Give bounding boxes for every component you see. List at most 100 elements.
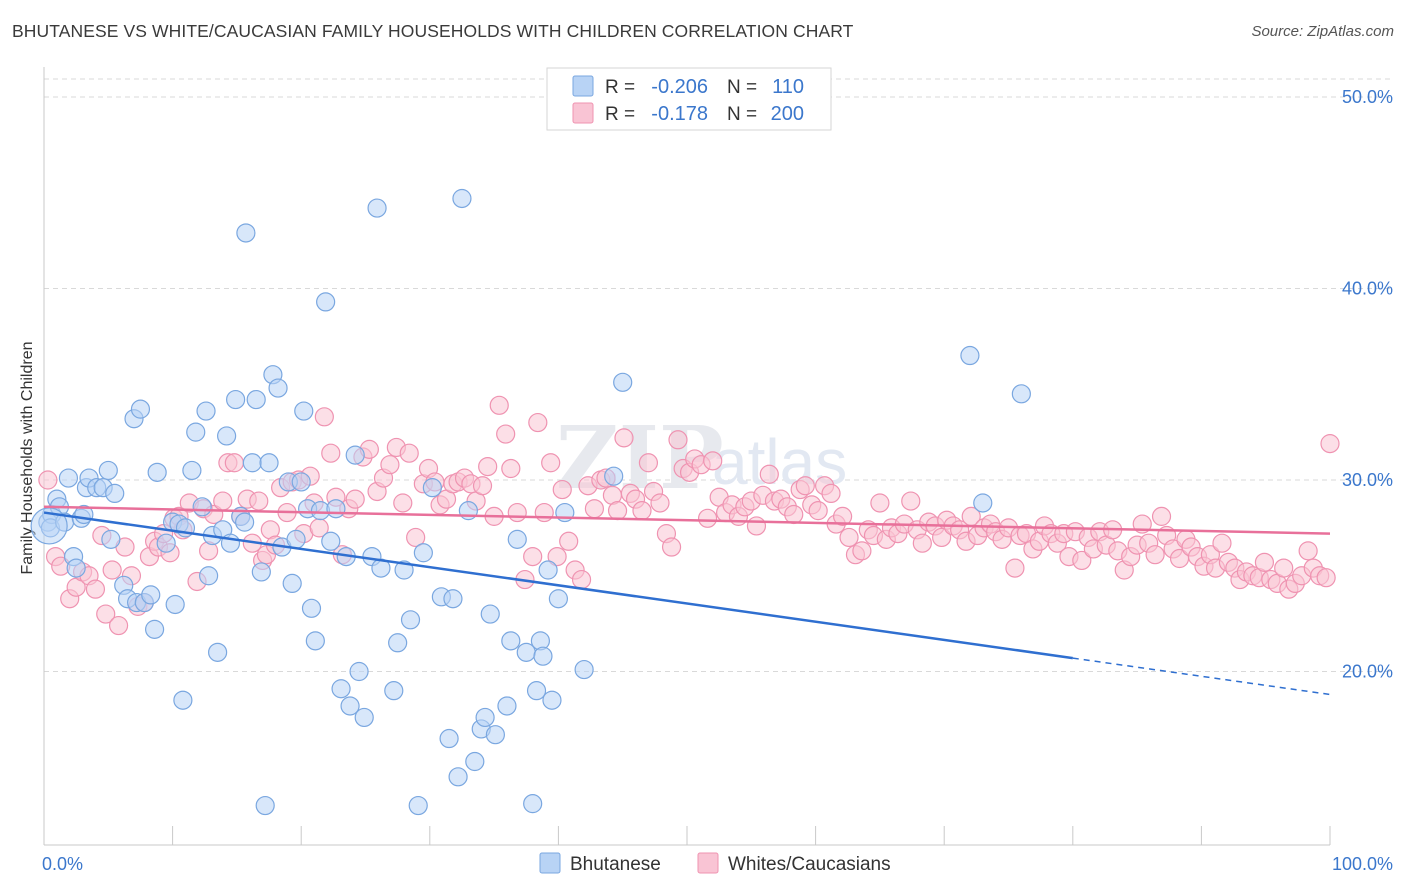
data-point — [246, 389, 266, 410]
data-point — [452, 188, 472, 209]
x-tick-label-min: 0.0% — [42, 854, 83, 874]
data-point — [101, 529, 121, 549]
data-point — [85, 579, 106, 599]
data-point — [973, 493, 993, 513]
data-point — [406, 527, 426, 548]
data-point — [1011, 384, 1031, 404]
data-point — [367, 198, 387, 218]
data-point — [538, 560, 558, 580]
data-point — [613, 372, 633, 392]
data-point — [784, 504, 804, 525]
data-point — [388, 633, 408, 653]
data-point — [255, 795, 275, 816]
y-tick-label: 30.0% — [1342, 470, 1393, 490]
data-point — [165, 594, 185, 615]
legend-n-label: N = — [727, 104, 757, 125]
data-point — [604, 466, 624, 486]
data-point — [1005, 558, 1025, 578]
y-tick-label: 50.0% — [1342, 87, 1393, 107]
data-point — [443, 589, 463, 609]
data-point — [548, 589, 569, 609]
data-point — [1254, 552, 1275, 572]
data-point — [217, 426, 237, 446]
data-point — [541, 453, 561, 473]
data-point — [472, 476, 493, 496]
data-point — [186, 422, 206, 442]
data-point — [251, 562, 271, 582]
source-label: Source: ZipAtlas.com — [1251, 23, 1394, 40]
data-point — [340, 696, 360, 716]
data-point — [480, 604, 500, 624]
data-point — [960, 345, 980, 366]
data-point — [507, 529, 527, 549]
data-point — [839, 527, 859, 548]
data-point — [574, 659, 594, 680]
bottom-legend-swatch — [697, 852, 719, 874]
data-point — [607, 501, 628, 521]
data-point — [808, 501, 828, 521]
data-point — [870, 493, 890, 513]
bottom-legend-swatch — [539, 852, 561, 874]
data-point — [507, 502, 527, 523]
data-point — [400, 610, 421, 630]
data-point — [147, 462, 167, 482]
bottom-legend-label: Whites/Caucasians — [728, 854, 891, 875]
data-point — [1298, 541, 1318, 561]
whites-trend-line — [43, 505, 1331, 535]
data-point — [354, 707, 374, 728]
data-point — [314, 407, 334, 427]
data-point — [852, 541, 872, 561]
data-point — [399, 443, 419, 463]
data-point — [331, 679, 351, 699]
data-point — [345, 489, 365, 509]
data-point — [523, 794, 543, 814]
data-point — [552, 479, 572, 500]
data-point — [901, 491, 921, 511]
data-point — [542, 690, 562, 710]
data-point — [571, 569, 592, 590]
data-point — [393, 493, 413, 513]
data-point — [478, 456, 498, 477]
whites-points — [38, 395, 1340, 636]
data-point — [661, 537, 682, 557]
top-legend: R = -0.206 N = 110 R = -0.178 N = 200 — [546, 67, 832, 131]
data-point — [301, 598, 322, 618]
data-point — [534, 502, 554, 523]
legend-r-label: R = — [605, 77, 635, 98]
data-point — [259, 453, 279, 473]
axes: 20.0% 30.0% 40.0% 50.0% 0.0% 100.0% — [42, 67, 1393, 874]
data-point — [105, 483, 125, 504]
trend-lines — [43, 505, 1331, 696]
x-tick-label-max: 100.0% — [1332, 854, 1393, 874]
data-point — [559, 531, 579, 551]
data-point — [422, 478, 442, 498]
data-point — [501, 631, 521, 651]
data-point — [224, 453, 244, 473]
data-point — [614, 428, 634, 448]
data-point — [38, 470, 58, 490]
data-point — [394, 560, 414, 580]
data-point — [66, 558, 86, 578]
legend-n-label: N = — [727, 77, 757, 98]
y-tick-label: 40.0% — [1342, 279, 1393, 299]
chart-title: BHUTANESE VS WHITE/CAUCASIAN FAMILY HOUS… — [12, 21, 854, 41]
data-point — [485, 725, 505, 745]
data-point — [668, 430, 688, 450]
data-point — [380, 455, 400, 475]
data-point — [489, 395, 509, 415]
data-point — [156, 533, 176, 553]
legend-r-label: R = — [605, 104, 635, 125]
bhutanese-trend-line — [43, 511, 1073, 660]
data-point — [108, 615, 129, 636]
data-point — [632, 501, 652, 521]
data-point — [321, 531, 341, 551]
bottom-legend: Bhutanese Whites/Caucasians — [539, 852, 891, 875]
data-point — [1212, 533, 1232, 553]
data-point — [650, 493, 670, 513]
data-point — [413, 543, 433, 563]
data-point — [547, 546, 567, 567]
legend-n-value: 110 — [772, 76, 804, 98]
data-point — [213, 491, 233, 511]
data-point — [242, 453, 262, 473]
